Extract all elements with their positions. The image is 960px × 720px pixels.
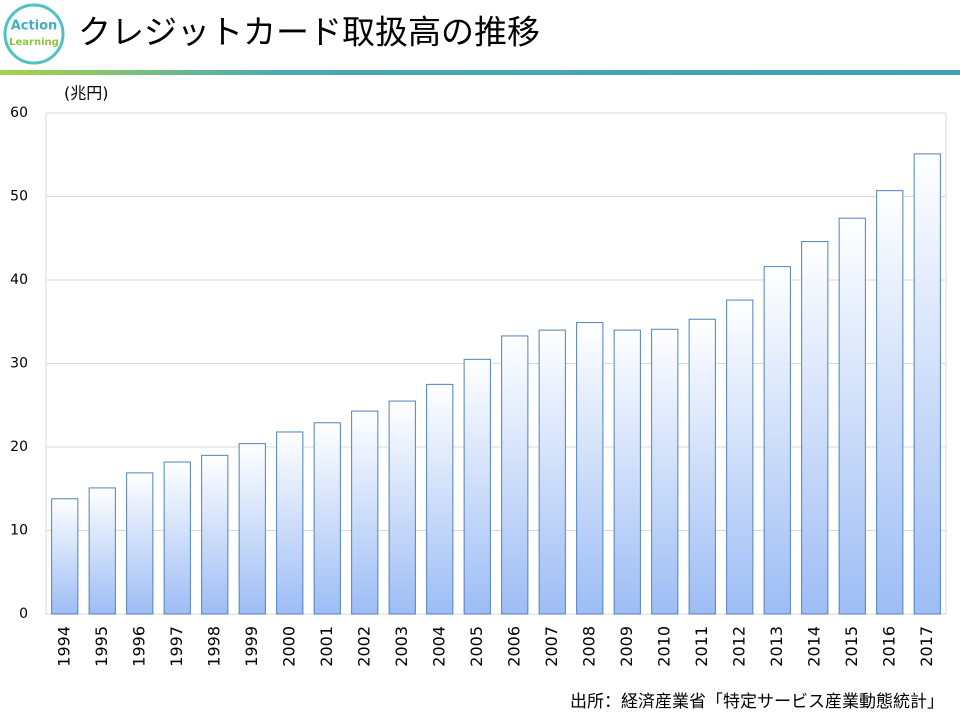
x-tick-label: 1997	[167, 626, 186, 667]
source-note: 出所：経済産業省「特定サービス産業動態統計」	[570, 692, 944, 712]
x-tick-label: 2002	[354, 626, 373, 667]
bar	[651, 328, 679, 615]
bar	[463, 358, 491, 615]
unit-label: (兆円)	[64, 84, 109, 103]
y-tick-label: 30	[10, 356, 28, 372]
x-tick-label: 1996	[129, 626, 148, 667]
x-tick-label: 2009	[617, 626, 636, 667]
x-tick-label: 2016	[879, 626, 898, 667]
y-tick-label: 50	[10, 189, 28, 205]
x-tick-label: 2014	[804, 626, 823, 667]
bar	[163, 461, 191, 615]
logo-ring	[3, 3, 65, 65]
x-tick-label: 2005	[467, 626, 486, 667]
x-tick-label: 2015	[842, 626, 861, 667]
bar	[426, 383, 454, 615]
y-tick-label: 10	[10, 523, 28, 539]
bar	[763, 266, 791, 615]
bar	[876, 190, 904, 615]
x-tick-label: 2003	[392, 626, 411, 667]
x-tick-label: 2017	[917, 626, 936, 667]
logo-text: Learning	[9, 37, 59, 48]
bar	[238, 443, 266, 615]
y-tick-label: 20	[10, 439, 28, 455]
bar	[801, 241, 829, 615]
x-tick-label: 2001	[317, 626, 336, 667]
x-tick-label: 2008	[579, 626, 598, 667]
bar	[388, 400, 416, 615]
bar	[351, 410, 379, 615]
bar	[913, 153, 941, 615]
bar	[276, 431, 304, 615]
header-rule	[0, 70, 960, 75]
bar	[201, 454, 229, 615]
bar	[501, 335, 529, 615]
x-tick-label: 2013	[767, 626, 786, 667]
y-tick-label: 60	[10, 105, 28, 121]
bar	[838, 217, 866, 615]
x-tick-label: 2004	[429, 626, 448, 667]
bar	[126, 472, 154, 615]
x-tick-label: 2000	[279, 626, 298, 667]
x-tick-label: 1995	[92, 626, 111, 667]
y-tick-label: 40	[10, 272, 28, 288]
x-tick-label: 1999	[242, 626, 261, 667]
x-tick-label: 2006	[504, 626, 523, 667]
bar	[538, 329, 566, 615]
bar	[613, 329, 641, 615]
bar	[313, 422, 341, 615]
bar	[726, 299, 754, 615]
logo-text: Action	[11, 19, 58, 34]
bar	[576, 322, 604, 615]
chart-title: クレジットカード取扱高の推移	[78, 13, 540, 52]
bar	[88, 487, 116, 615]
bar	[51, 498, 79, 615]
x-tick-label: 1994	[54, 626, 73, 667]
x-tick-label: 1998	[204, 626, 223, 667]
x-tick-label: 2010	[654, 626, 673, 667]
x-tick-label: 2012	[729, 626, 748, 667]
x-tick-label: 2011	[692, 626, 711, 667]
y-tick-label: 0	[19, 606, 28, 622]
bar	[688, 318, 716, 615]
x-tick-label: 2007	[542, 626, 561, 667]
